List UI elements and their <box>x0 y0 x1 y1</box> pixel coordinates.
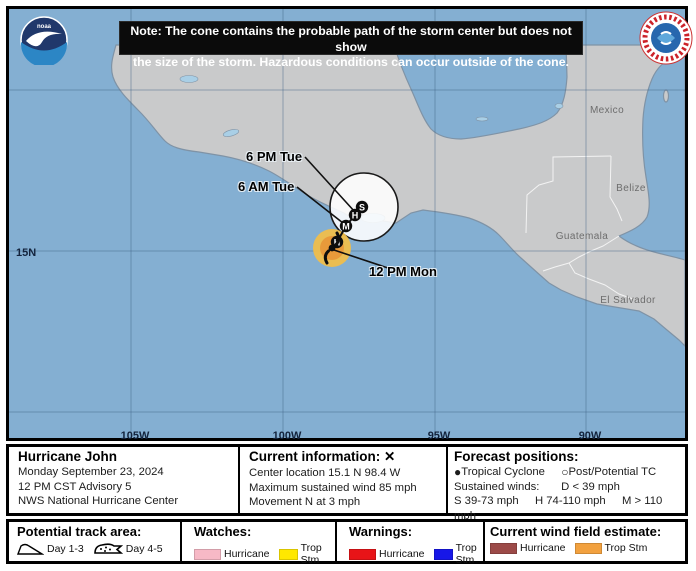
noaa-logo: noaa <box>20 16 68 65</box>
legend-windfield: Current wind field estimate: Hurricane T… <box>490 524 688 554</box>
post-tc-circle-icon: ○ <box>561 465 569 479</box>
windfield-tropstm-label: Trop Stm <box>604 542 648 554</box>
marker-letter: H <box>352 210 359 220</box>
track-label-12pm-mon: 12 PM Mon <box>369 264 437 279</box>
country-label-mexico: Mexico <box>589 105 625 116</box>
storm-agency: NWS National Hurricane Center <box>18 495 179 507</box>
cone-disclaimer-note: Note: The cone contains the probable pat… <box>119 21 583 69</box>
legend-warnings: Warnings: Hurricane Trop Stm <box>349 524 481 566</box>
lake <box>179 75 199 83</box>
caribbean-sea <box>617 50 685 261</box>
warning-hurricane-label: Hurricane <box>379 548 425 560</box>
leader-12pm-mon <box>333 249 392 270</box>
legend-panel: Potential track area: Day 1-3 Day 4-5 <box>6 519 688 566</box>
wind-scale-m: M > 110 mph <box>454 495 663 522</box>
windfield-title: Current wind field estimate: <box>490 524 662 539</box>
map-area: H M H S noaa Note: <box>6 6 693 442</box>
watches-title: Watches: <box>194 524 252 539</box>
country-border <box>525 155 612 234</box>
divider <box>335 522 337 561</box>
warnings-title: Warnings: <box>349 524 413 539</box>
lon-label-105w: 105W <box>120 430 150 442</box>
marker-letter: M <box>342 221 350 231</box>
divider <box>238 447 240 513</box>
divider <box>180 522 182 561</box>
storm-summary: Hurricane John Monday September 23, 2024… <box>18 449 234 509</box>
warning-tropstm-label: Trop Stm <box>455 542 477 566</box>
forecast-title: Forecast positions: <box>454 449 579 464</box>
watch-tropstm-swatch <box>278 548 298 560</box>
current-wind: Maximum sustained wind 85 mph <box>249 481 417 494</box>
lake <box>475 116 489 122</box>
country-border <box>568 262 634 300</box>
current-info-title: Current information: <box>249 449 381 464</box>
note-line2: the size of the storm. Hazardous conditi… <box>133 55 569 69</box>
country-border <box>609 155 623 222</box>
windfield-tropstm-swatch <box>574 542 602 554</box>
tropical-cyclone-dot-icon: ● <box>454 465 462 479</box>
country-label-el-salvador: El Salvador <box>600 295 656 306</box>
wind-scale-h: H 74-110 mph <box>534 495 606 507</box>
forecast-point-m <box>339 219 353 233</box>
lake <box>554 103 564 109</box>
current-movement: Movement N at 3 mph <box>249 496 361 508</box>
day45-label: Day 4-5 <box>125 542 163 555</box>
forecast-point-h2 <box>348 208 362 222</box>
current-position-icon <box>323 231 341 265</box>
legend-track-area: Potential track area: Day 1-3 Day 4-5 <box>17 524 177 555</box>
divider <box>483 522 485 561</box>
note-line1: Note: The cone contains the probable pat… <box>130 24 572 54</box>
track-label-6pm-tue: 6 PM Tue <box>246 149 303 164</box>
post-tc-label: Post/Potential TC <box>568 466 657 478</box>
storm-title: Hurricane John <box>18 449 118 464</box>
watch-hurricane-swatch <box>194 548 221 560</box>
forecast-point-s <box>355 200 369 214</box>
leader-6am-tue <box>296 186 344 224</box>
warning-hurricane-swatch <box>349 548 376 560</box>
storm-date: Monday September 23, 2024 <box>18 466 164 478</box>
windfield-hurricane-label: Hurricane <box>520 542 566 554</box>
tropical-cyclone-label: Tropical Cyclone <box>461 466 545 478</box>
day45-cone-icon <box>93 543 123 554</box>
track-label-6am-tue: 6 AM Tue <box>238 179 295 194</box>
country-label-guatemala: Guatemala <box>555 231 609 242</box>
divider <box>446 447 448 513</box>
current-location: Center location 15.1 N 98.4 W <box>249 467 401 479</box>
lon-label-90w: 90W <box>578 430 602 442</box>
watch-tropstm-label: Trop Stm <box>300 542 322 566</box>
current-position-x-icon: ✕ <box>384 449 396 464</box>
day13-label: Day 1-3 <box>47 542 84 555</box>
windfield-hurricane-swatch <box>490 542 517 554</box>
watch-hurricane-label: Hurricane <box>224 548 270 560</box>
leader-6pm-tue <box>304 156 356 213</box>
lake <box>222 129 240 137</box>
country-border <box>542 235 620 272</box>
wind-scale-d: D < 39 mph <box>561 480 620 493</box>
lat-label-15n: 15N <box>16 247 37 259</box>
legend-watches: Watches: Hurricane Trop Stm <box>194 524 334 566</box>
nws-logo <box>639 11 693 65</box>
marker-letter: S <box>359 202 365 212</box>
lon-label-95w: 95W <box>427 430 451 442</box>
country-label-belize: Belize <box>616 183 646 194</box>
warning-tropstm-swatch <box>433 548 453 560</box>
day13-cone-icon <box>17 543 44 555</box>
current-information: Current information: ✕ Center location 1… <box>249 449 443 510</box>
wind-scale-s: S 39-73 mph <box>454 495 519 507</box>
map-canvas: H M H S <box>9 9 685 438</box>
island <box>662 89 670 103</box>
track-area-title: Potential track area: <box>17 524 142 539</box>
bay-of-campeche <box>393 44 568 140</box>
forecast-positions: Forecast positions: ●Tropical Cyclone ○P… <box>454 449 686 523</box>
lon-label-100w: 100W <box>272 430 302 442</box>
svg-text:noaa: noaa <box>37 24 52 30</box>
advisory-info-panel: Hurricane John Monday September 23, 2024… <box>6 444 688 522</box>
sustained-winds-label: Sustained winds: <box>454 480 540 493</box>
storm-advisory: 12 PM CST Advisory 5 <box>18 480 132 493</box>
